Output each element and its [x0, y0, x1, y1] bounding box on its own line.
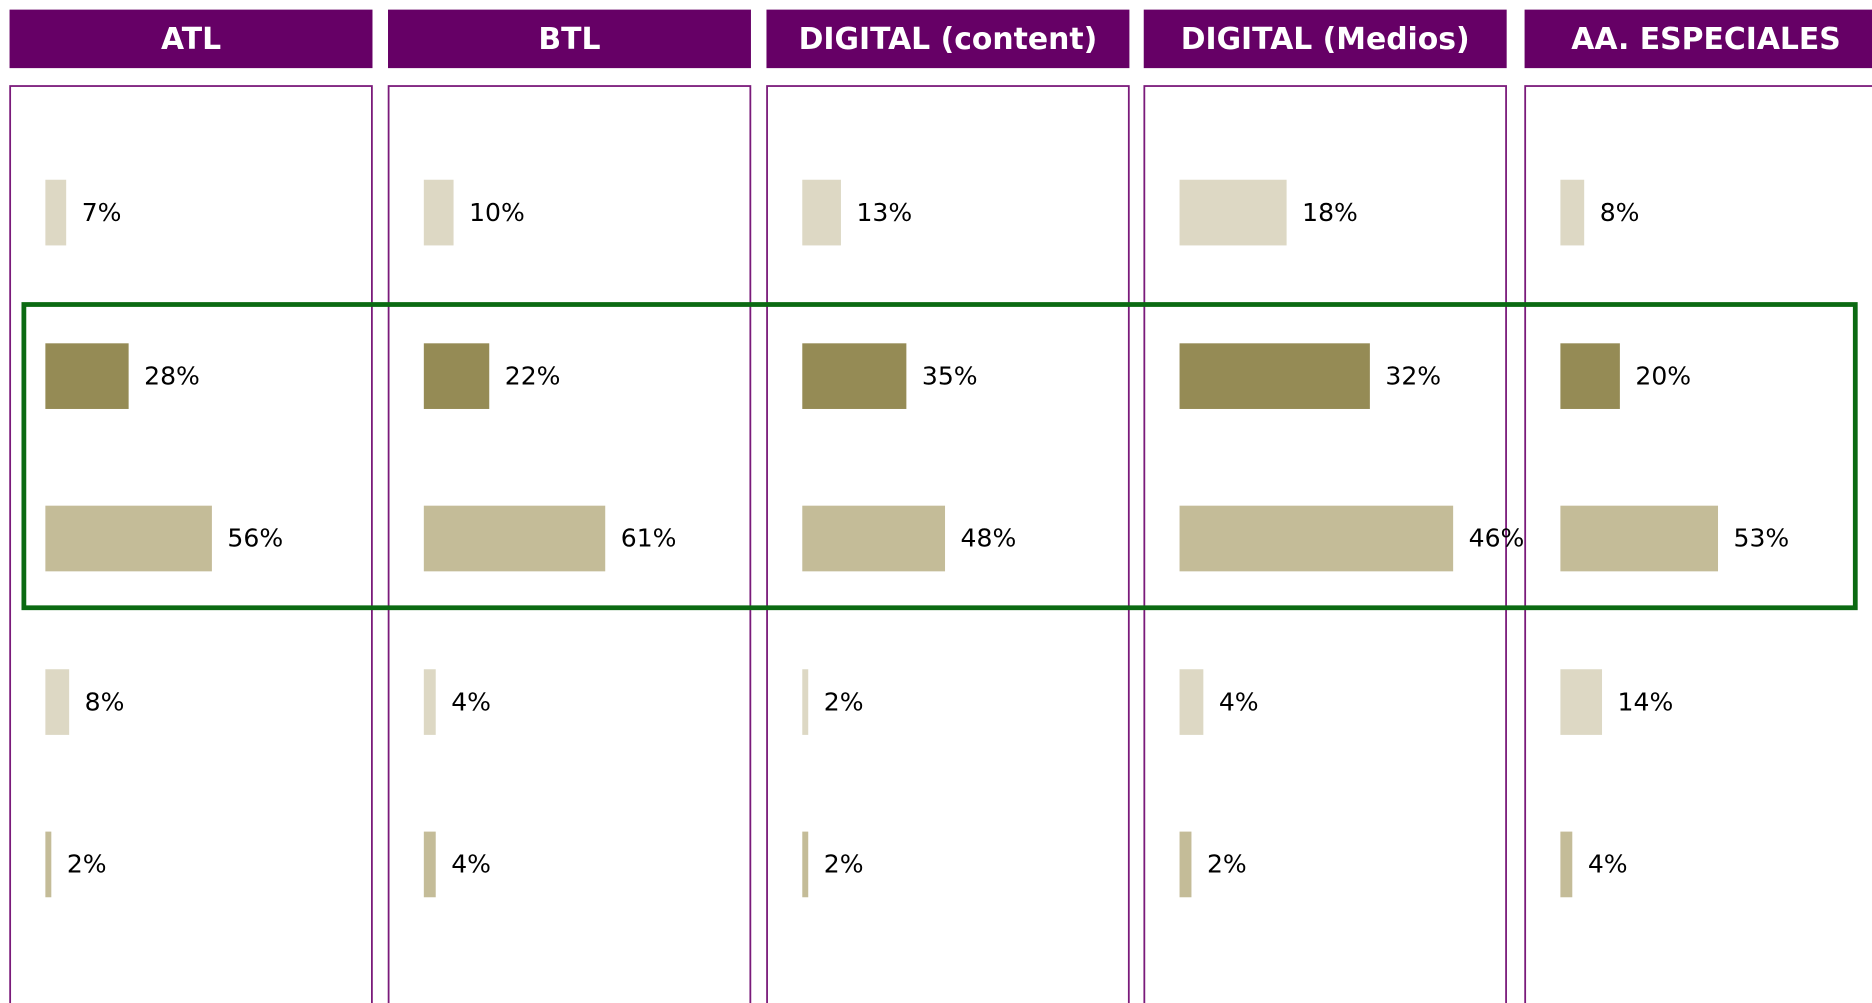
value-label: 10% [469, 198, 525, 227]
header-bg [1143, 9, 1507, 69]
bar [1179, 669, 1204, 735]
bar [423, 179, 454, 246]
value-label: 7% [82, 198, 122, 227]
panel-border [766, 85, 1130, 1003]
bar [1179, 505, 1454, 572]
value-label: 4% [451, 850, 491, 879]
panel-title: ATL [161, 22, 221, 57]
value-label: 20% [1635, 361, 1691, 390]
value-label: 14% [1618, 687, 1674, 716]
value-label: 4% [451, 687, 491, 716]
bar [802, 831, 809, 898]
panel-border [387, 85, 752, 1003]
value-label: 32% [1385, 361, 1441, 390]
value-label: 2% [1207, 850, 1247, 879]
value-label: 61% [621, 524, 677, 553]
bar [45, 343, 129, 409]
value-label: 18% [1302, 198, 1358, 227]
header-bg [388, 9, 751, 69]
value-label: 4% [1219, 687, 1259, 716]
bar [802, 669, 809, 735]
value-label: 4% [1588, 850, 1628, 879]
panel-title: AA. ESPECIALES [1571, 22, 1840, 57]
bar [1560, 343, 1620, 409]
panel-border [1524, 85, 1872, 1003]
panel-border [9, 85, 373, 1003]
bar [423, 343, 490, 409]
bar [802, 343, 907, 409]
bar [1179, 179, 1287, 246]
value-label: 2% [67, 850, 107, 879]
bar [1179, 343, 1370, 409]
bar [423, 831, 436, 898]
header-bg [1524, 9, 1872, 69]
value-label: 46% [1469, 524, 1525, 553]
header-bg [766, 9, 1130, 69]
value-label: 48% [961, 524, 1017, 553]
bar [1560, 179, 1585, 246]
panel-title: DIGITAL (Medios) [1181, 22, 1470, 57]
value-label: 2% [824, 850, 864, 879]
bar [802, 505, 946, 572]
bar [45, 505, 212, 572]
bar [802, 179, 841, 246]
bar [423, 505, 606, 572]
value-label: 8% [85, 687, 125, 716]
value-label: 22% [505, 361, 561, 390]
panel-title: DIGITAL (content) [799, 22, 1098, 57]
bar [1179, 831, 1192, 898]
value-label: 56% [227, 524, 283, 553]
value-label: 13% [856, 198, 912, 227]
bar [1560, 505, 1719, 572]
value-label: 28% [144, 361, 200, 390]
header-bg [9, 9, 373, 69]
value-label: 35% [922, 361, 978, 390]
value-label: 53% [1734, 524, 1790, 553]
bar [1560, 669, 1603, 735]
bar [45, 831, 52, 898]
panel-border [1143, 85, 1507, 1003]
bar [423, 669, 436, 735]
value-label: 2% [824, 687, 864, 716]
panels: ATL 7% 28% 56% 8% 2% BTL 10% 22% 61% 4% 4% DIGITAL (… [9, 9, 1872, 1003]
panel-title: BTL [538, 22, 600, 57]
value-label: 8% [1600, 198, 1640, 227]
bar [1560, 831, 1573, 898]
bar [45, 179, 67, 246]
bar [45, 669, 70, 735]
highlight-box [21, 302, 1858, 611]
